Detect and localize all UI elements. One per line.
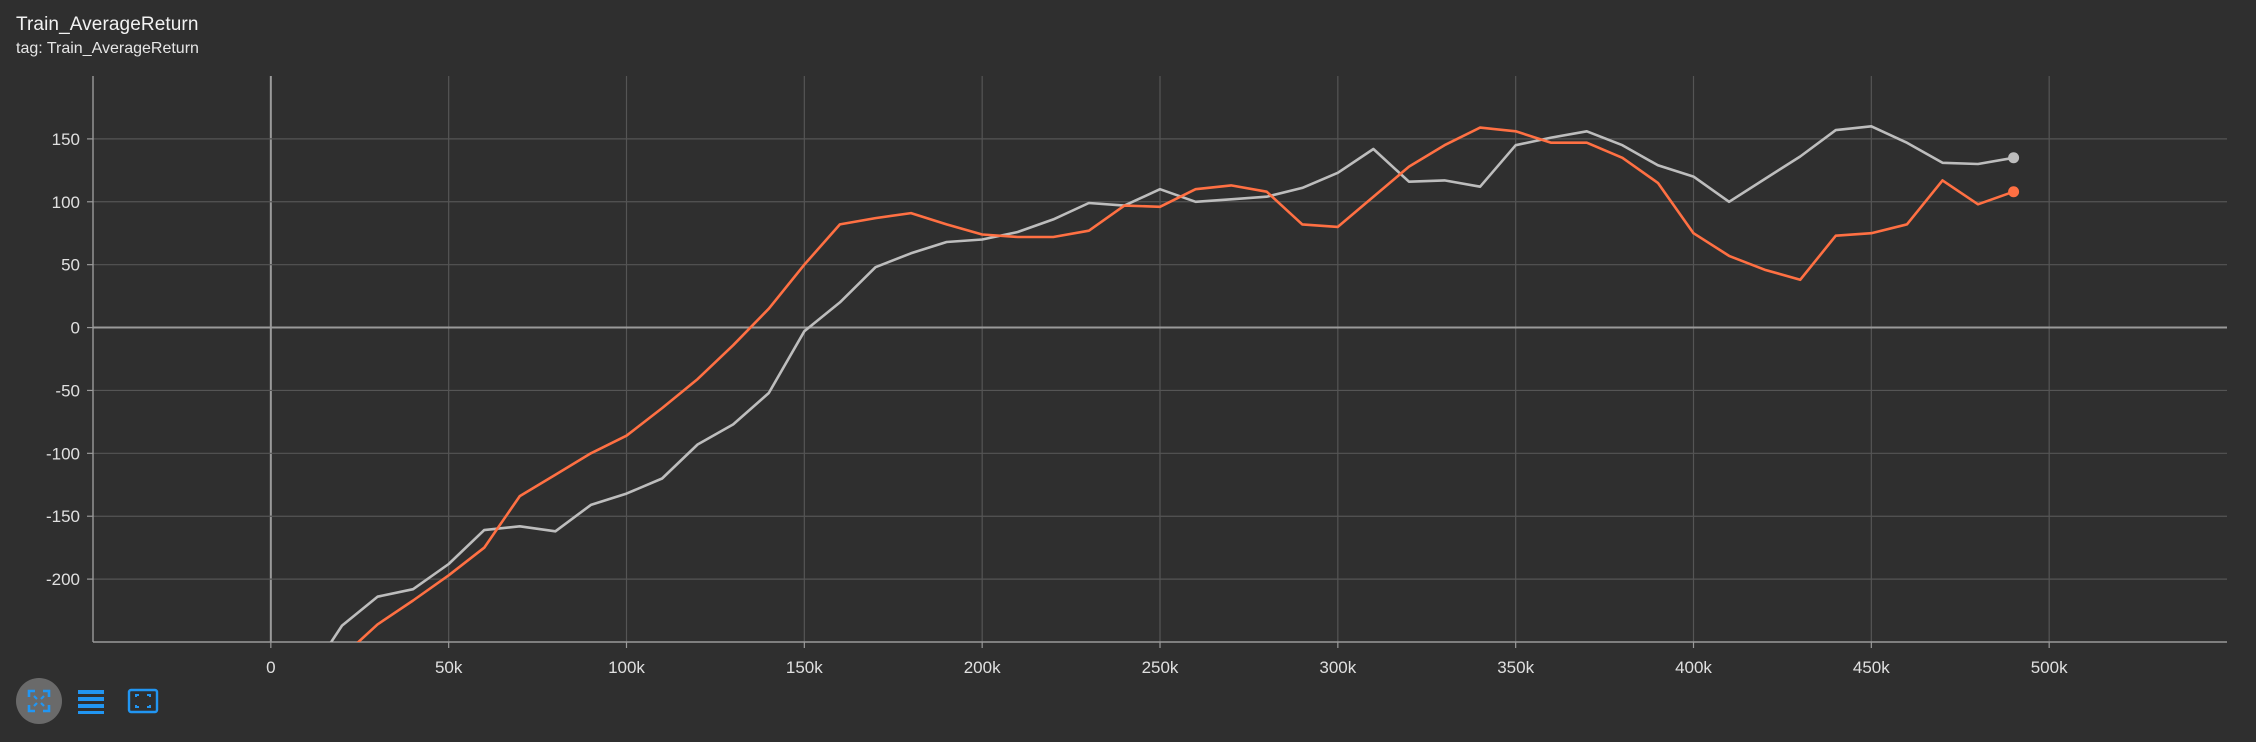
y-tick-label: 0 [71,319,80,338]
series-line-0[interactable] [306,125,2015,679]
x-tick-label: 500k [2031,658,2068,677]
grid-lines [93,76,2227,642]
y-tick-label: -100 [46,444,80,463]
y-tick-label: 150 [52,130,80,149]
y-tick-label: -150 [46,507,80,526]
y-tick-label: 50 [61,256,80,275]
x-tick-label: 150k [786,658,823,677]
x-tick-label: 450k [1853,658,1890,677]
axes [87,76,2227,648]
x-tick-label: 300k [1319,658,1356,677]
series-lines [306,125,2015,686]
x-tick-label: 350k [1497,658,1534,677]
data-table-icon [78,690,104,714]
x-tick-label: 250k [1142,658,1179,677]
x-tick-label: 400k [1675,658,1712,677]
y-tick-label: 100 [52,193,80,212]
y-tick-label: -50 [55,381,80,400]
x-tick-label: 0 [266,658,275,677]
toggle-data-table-button[interactable] [68,678,114,724]
series-end-markers [2008,152,2020,198]
series-end-point-0[interactable] [2008,152,2020,164]
tick-labels: 0 50k 100k 150k 200k 250k 300k 350k 400k 450k 500k… [46,130,2068,677]
expand-chart-button[interactable] [120,678,166,724]
series-line-1[interactable] [306,126,2015,686]
x-tick-label: 50k [435,658,463,677]
chart-toolbar [16,678,166,724]
series-end-point-1[interactable] [2008,186,2020,198]
expand-chart-icon [127,688,159,714]
x-tick-label: 100k [608,658,645,677]
chart-tag-subtitle: tag: Train_AverageReturn [16,40,199,57]
y-tick-label: -200 [46,570,80,589]
fit-domain-icon [27,689,51,713]
x-tick-label: 200k [964,658,1001,677]
fit-domain-button[interactable] [16,678,62,724]
chart-title: Train_AverageReturn [16,14,199,35]
